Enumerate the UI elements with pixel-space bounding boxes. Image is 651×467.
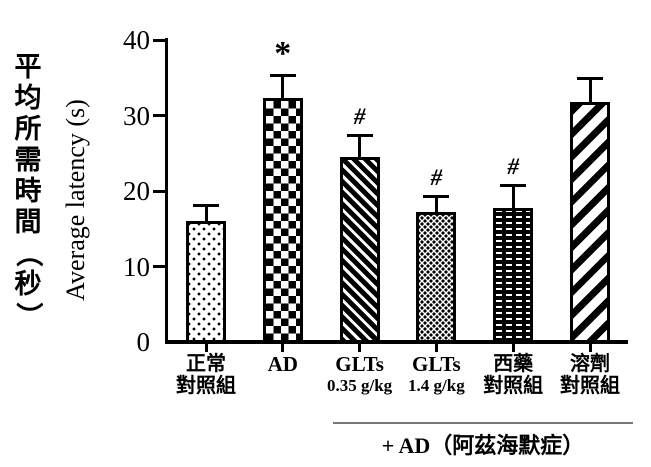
y-tick-label-10: 10 [123,251,150,282]
y-axis-label-char: 所 [14,114,42,144]
y-axis-label-english: Average latency (s) [61,99,90,301]
x-category-label-line: 對照組 [560,375,620,397]
significance-marker-glts-0.35: # [353,103,366,129]
x-category-label-line: 1.4 g/kg [408,376,465,395]
y-tick-label-20: 20 [123,176,150,206]
y-axis-label-char: 平 [14,52,42,82]
y-axis-label-char: 間 [14,207,42,237]
y-axis-label-char: ） [13,302,44,329]
x-category-label-line: 0.35 g/kg [327,376,393,395]
x-category-label-western-drug-control: 西藥 對照組 [453,353,573,397]
x-tick-glts-0.35 [358,344,362,352]
y-tick-label-0: 0 [136,327,151,357]
error-bar-line-glts-0.35 [358,135,362,160]
error-bar-cap-solvent-control [577,77,603,81]
x-tick-glts-1.4 [434,344,438,352]
y-tick-label-30: 30 [123,100,150,131]
group-annotation-label: + AD（阿茲海默症） [381,433,585,458]
x-category-label-solvent-control: 溶劑 對照組 [530,353,650,397]
x-tick-solvent-control [588,344,592,352]
error-bar-cap-western-drug-control [500,183,527,187]
y-tick-40 [153,38,165,42]
y-axis-line [165,38,168,344]
x-category-label-line: GLTs [335,352,384,376]
bar-solvent-control [570,101,610,344]
x-axis-line [165,340,628,344]
y-axis-label-char: 時 [14,176,42,206]
bar-normal-control [186,221,226,344]
y-axis-label-char: 均 [14,83,42,113]
y-axis-label-char: 需 [14,145,42,175]
x-category-label-line: 正常 [186,353,226,375]
x-tick-ad [281,344,285,352]
x-category-label-line: GLTs [412,352,461,376]
error-bar-cap-normal-control [193,204,219,208]
error-bar-line-ad [281,76,285,102]
x-category-label-line: 對照組 [483,375,544,397]
bar-glts-1.4 [416,212,457,344]
x-category-label-ad: AD [223,353,343,375]
x-category-label-line: AD [267,352,298,376]
significance-marker-glts-1.4: # [430,165,443,191]
significance-marker-ad: * [274,35,292,73]
error-bar-line-western-drug-control [511,185,515,212]
x-tick-western-drug-control [511,344,515,352]
error-bar-line-glts-1.4 [434,197,438,216]
y-axis-label-char: 秒 [14,269,42,299]
error-bar-cap-glts-1.4 [423,195,450,199]
x-category-label-normal-control: 正常 對照組 [146,353,266,397]
significance-marker-western-drug-control: # [507,153,519,179]
x-category-label-glts-1.4: GLTs 1.4 g/kg [376,353,496,397]
x-category-label-line: 西藥 [493,353,534,375]
error-bar-cap-ad [269,74,296,78]
error-bar-cap-glts-0.35 [346,133,373,137]
y-tick-30 [153,114,165,117]
x-category-label-line: 溶劑 [570,353,610,375]
y-axis-label-chinese: 平均所需時間 （秒 ） [8,52,48,331]
error-bar-line-solvent-control [588,79,592,105]
x-category-label-line: 對照組 [176,375,236,397]
bar-ad [262,98,303,344]
x-category-label-glts-0.35: GLTs 0.35 g/kg [300,353,420,397]
group-bracket-line [333,422,633,424]
y-tick-20 [153,189,165,193]
y-tick-label-40: 40 [123,25,150,55]
bar-glts-0.35 [339,157,380,344]
y-tick-10 [153,265,165,268]
bar-western-drug-control [493,208,534,344]
x-tick-normal-control [204,344,208,352]
error-bar-line-normal-control [204,206,208,225]
y-axis-label-char: （ [13,240,44,267]
